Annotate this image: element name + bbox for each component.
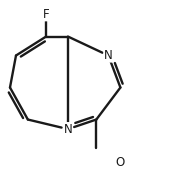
Text: O: O xyxy=(116,156,125,169)
Text: N: N xyxy=(104,49,113,62)
Text: F: F xyxy=(43,8,49,21)
Text: N: N xyxy=(64,123,72,136)
